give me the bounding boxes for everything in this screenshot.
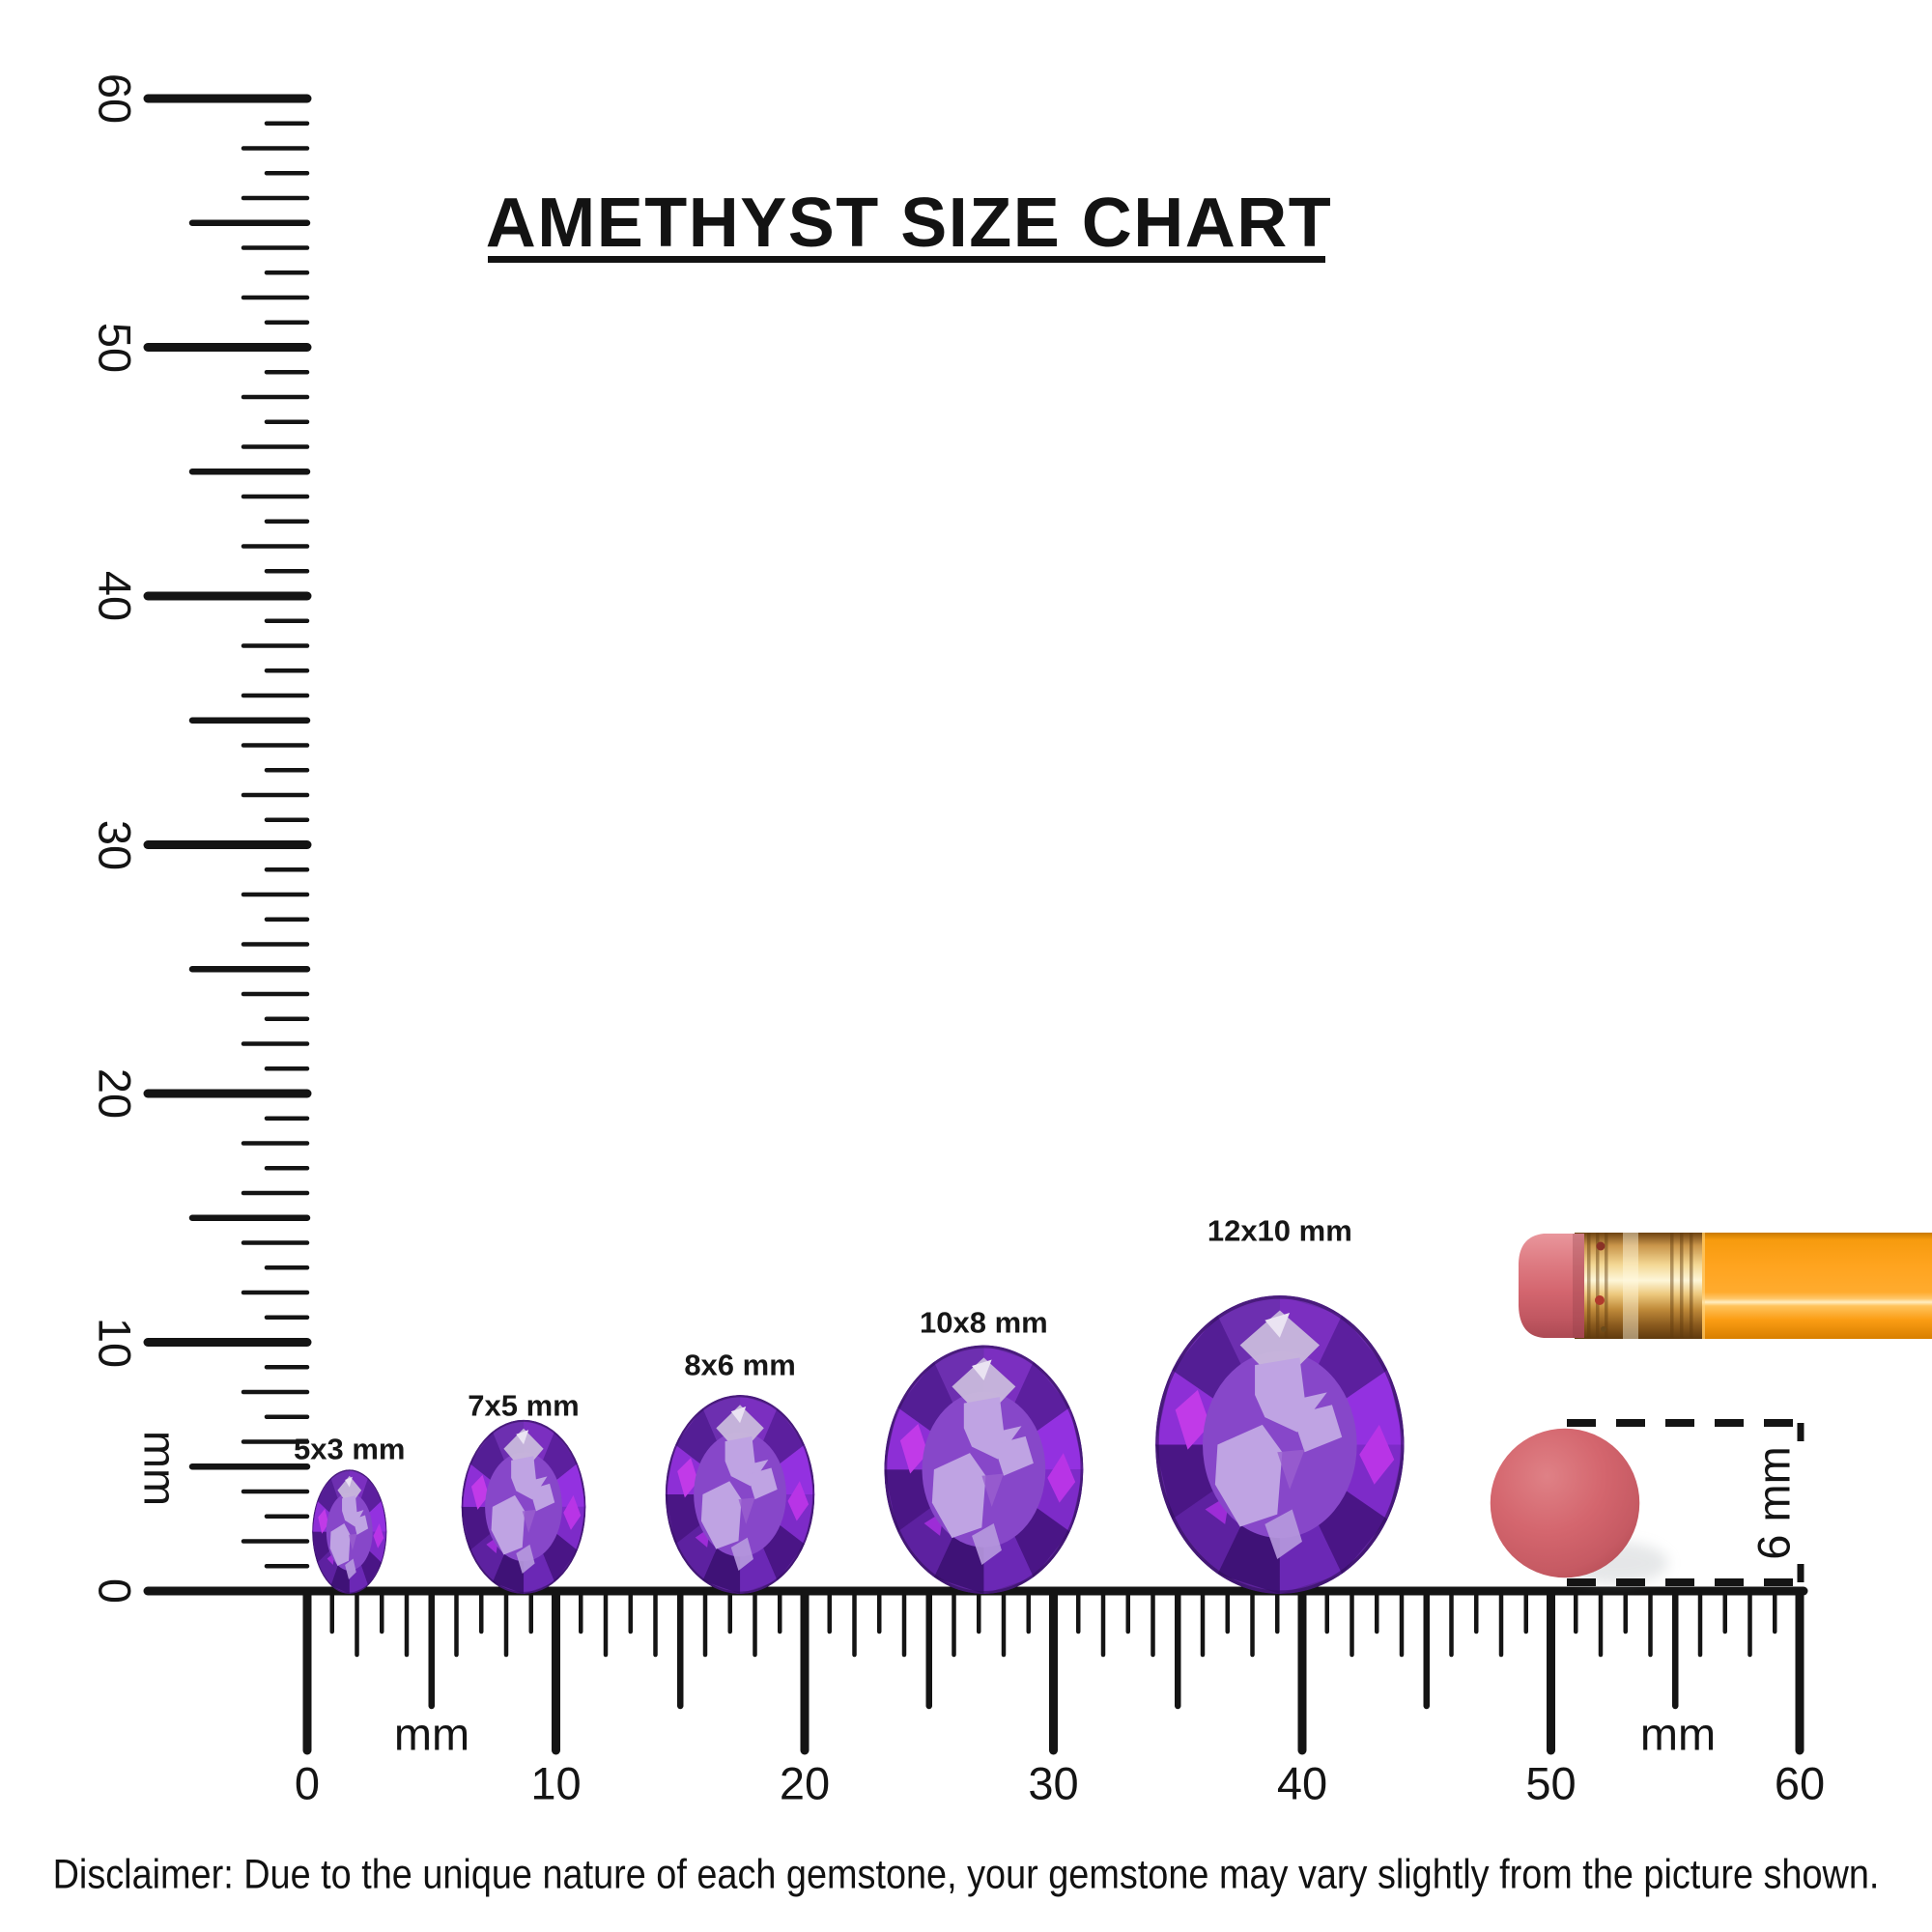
amethyst-gem-10x8mm [884, 1346, 1083, 1595]
amethyst-gem-7x5mm [462, 1420, 586, 1594]
ferrule-crimp-rings [1587, 1233, 1693, 1339]
ferrule-rivet [1596, 1241, 1605, 1251]
six-mm-reference-disc [1490, 1428, 1640, 1578]
amethyst-gem-12x10mm [1155, 1295, 1405, 1594]
horizontal-ruler [298, 1586, 1808, 1755]
pencil-ferrule [1575, 1233, 1702, 1339]
amethyst-gem-8x6mm [666, 1395, 815, 1594]
eraser-shadow-edge [1573, 1234, 1584, 1338]
gem-row [312, 1295, 1404, 1594]
ferrule-rivet [1601, 1326, 1606, 1332]
pencil-body [1698, 1233, 1932, 1339]
ferrule-highlight [1623, 1233, 1638, 1339]
size-reference-group [1490, 1419, 1804, 1586]
amethyst-gem-5x3mm [312, 1469, 386, 1594]
pencil-eraser [1518, 1234, 1584, 1338]
six-mm-callout-lines [1567, 1419, 1804, 1586]
vertical-ruler [143, 94, 312, 1596]
pencil [1518, 1233, 1932, 1339]
ferrule-rivet [1595, 1295, 1605, 1305]
